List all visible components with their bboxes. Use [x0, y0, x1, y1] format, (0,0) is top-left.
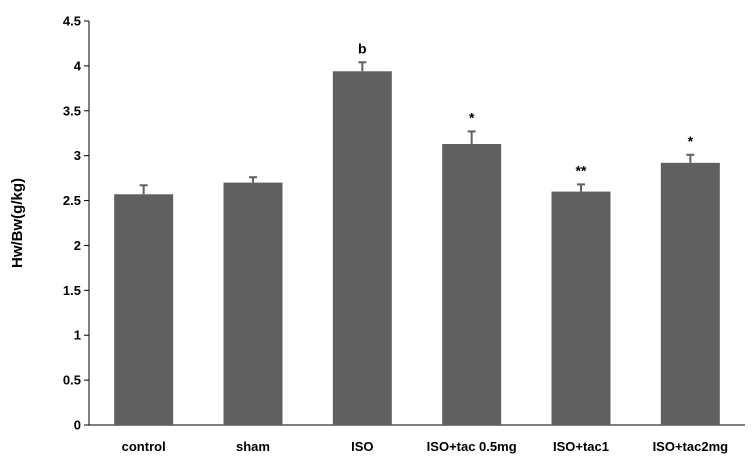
y-tick-label: 1.5 [63, 283, 81, 298]
y-tick-label: 4 [74, 58, 82, 73]
y-tick-label: 2.5 [63, 193, 81, 208]
x-tick-label: control [122, 439, 166, 454]
y-tick-label: 2 [74, 238, 81, 253]
bar [551, 191, 611, 425]
x-tick-label: ISO+tac1 [553, 439, 609, 454]
bars [114, 71, 720, 426]
x-tick-label: sham [236, 439, 270, 454]
y-tick-label: 3.5 [63, 103, 81, 118]
significance-label: * [469, 109, 475, 125]
y-tick-label: 1 [74, 328, 81, 343]
y-ticks: 0 0.5 1 1.5 2 2.5 3 3.5 4 4.5 [63, 14, 89, 433]
axes [88, 21, 745, 426]
error-bars [139, 61, 695, 195]
y-tick-label: 4.5 [63, 14, 81, 29]
y-tick-label: 0 [74, 418, 81, 433]
bar [114, 194, 174, 425]
significance-label: * [688, 133, 694, 149]
bar [332, 71, 392, 425]
y-axis-label: Hw/Bw(g/kg) [9, 178, 26, 268]
significance-label: ** [576, 162, 587, 178]
x-labels: control sham ISO ISO+tac 0.5mg ISO+tac1 ISO+t… [122, 439, 729, 454]
bar [223, 182, 283, 425]
bar [442, 143, 502, 426]
y-tick-label: 3 [74, 148, 81, 163]
x-tick-label: ISO+tac2mg [653, 439, 729, 454]
x-tick-label: ISO+tac 0.5mg [427, 439, 517, 454]
annotations: b**** [358, 40, 694, 178]
bar [660, 162, 720, 426]
y-tick-label: 0.5 [63, 373, 81, 388]
x-tick-label: ISO [351, 439, 373, 454]
significance-label: b [358, 40, 367, 56]
